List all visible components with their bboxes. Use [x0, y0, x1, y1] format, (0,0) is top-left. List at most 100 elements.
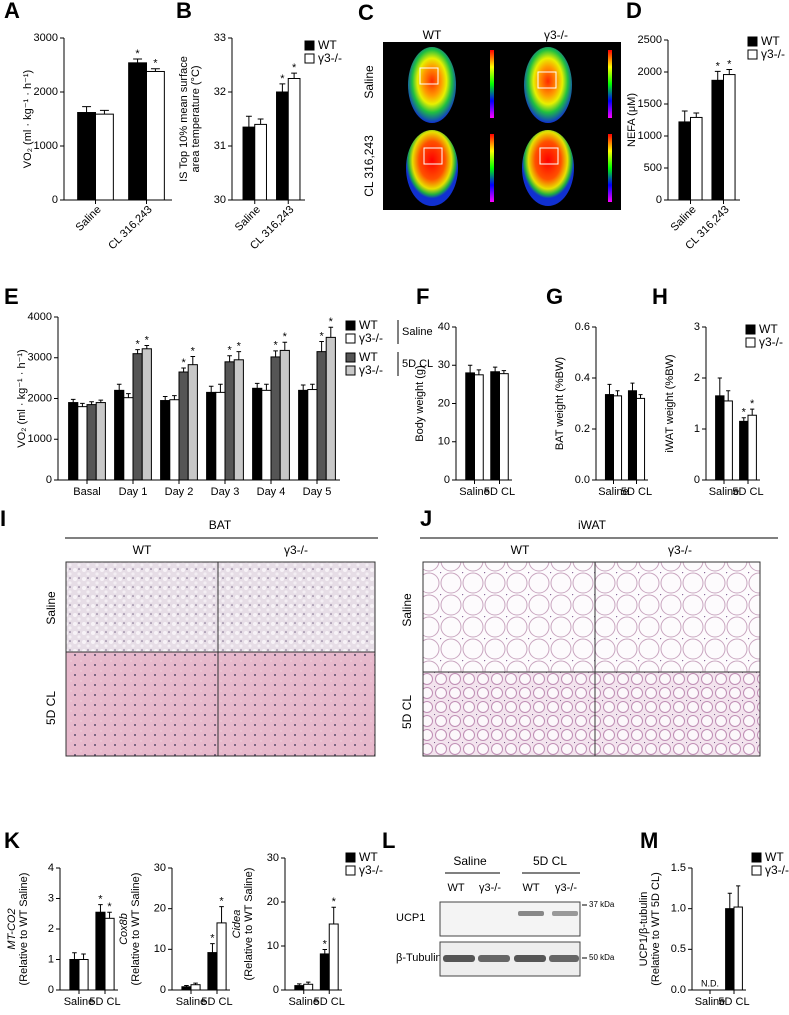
y-axis-label: (Relative to WT Saline) [243, 868, 255, 981]
y-tick-label: 4 [48, 862, 54, 874]
bar [613, 395, 623, 481]
legend-label: WT [359, 318, 378, 332]
bar [132, 353, 143, 481]
error-bar [322, 949, 328, 954]
row-label: Saline [44, 591, 58, 625]
y-tick-label: 40 [438, 321, 450, 333]
error-bar [476, 369, 482, 375]
error-bar [750, 408, 755, 416]
histology-image [422, 561, 761, 757]
y-tick-label: 30 [214, 194, 226, 206]
error-bar [467, 364, 473, 373]
bar [95, 402, 106, 481]
error-bar [89, 401, 94, 405]
marker-label: 50 kDa [589, 953, 615, 962]
bar [206, 391, 217, 481]
bar [733, 906, 743, 991]
error-bar [331, 906, 336, 924]
y-tick-label: 20 [438, 397, 450, 409]
y-tick-label: 3000 [28, 352, 52, 364]
significance-mark: * [323, 938, 328, 950]
legend-group-label: Saline [402, 326, 433, 338]
x-tick-label: Saline [669, 204, 699, 234]
legend-label: WT [359, 350, 378, 364]
error-bar [257, 118, 264, 125]
significance-mark: * [219, 896, 224, 908]
x-tick-label: Saline [64, 996, 95, 1008]
histology-title: iWAT [578, 518, 607, 532]
error-bar [218, 383, 223, 393]
bar [187, 364, 198, 481]
y-axis-label: (Relative to WT 5D CL) [650, 872, 662, 986]
error-bar [98, 399, 104, 403]
group-label: Saline [453, 854, 487, 868]
error-bar [727, 892, 732, 909]
bar [77, 406, 88, 481]
bar [233, 359, 244, 481]
error-bar [741, 417, 746, 422]
x-tick-label: Saline [176, 996, 207, 1008]
error-bar [172, 395, 177, 400]
legend-swatch [745, 324, 756, 335]
panel-letter: C [358, 0, 374, 25]
y-tick-label: 3000 [34, 32, 58, 44]
y-tick-label: 33 [214, 32, 226, 44]
y-tick-label: 1000 [28, 433, 52, 445]
error-bar [133, 58, 143, 63]
error-bar [736, 885, 741, 908]
error-bar [210, 943, 215, 953]
bar [270, 356, 281, 481]
y-axis-label: iWAT weight (%BW) [664, 354, 676, 452]
error-bar [254, 382, 260, 389]
panel-letter: I [0, 506, 6, 531]
bar [325, 336, 336, 481]
error-bar [328, 326, 334, 338]
error-bar [99, 109, 109, 115]
bar [725, 908, 735, 991]
error-bar [492, 366, 498, 372]
legend-swatch [345, 865, 356, 876]
blot-row-label: β-Tubulin [396, 952, 442, 964]
y-axis-label: area temperature (°C) [190, 65, 202, 172]
y-tick-label: 0.6 [575, 321, 590, 333]
y-axis-label: BAT weight (%BW) [554, 357, 566, 450]
legend-group-label: 5D CL [402, 358, 433, 370]
bar [123, 397, 134, 481]
x-tick-label: Saline [74, 204, 104, 234]
row-label: Saline [400, 593, 414, 627]
histology-title: BAT [209, 518, 232, 532]
legend-swatch [345, 320, 356, 331]
bar [69, 959, 80, 991]
bar [690, 116, 703, 201]
error-bar [80, 402, 85, 407]
bar [169, 399, 180, 481]
y-tick-label: 1 [694, 423, 700, 435]
error-bar [116, 383, 122, 391]
column-label: WT [133, 543, 152, 557]
bar [141, 348, 152, 481]
bar [678, 121, 692, 201]
error-bar [82, 106, 92, 113]
y-tick-label: 2000 [28, 392, 52, 404]
bar [747, 414, 757, 481]
error-bar [726, 390, 731, 401]
bar [627, 390, 638, 481]
bar [465, 372, 475, 481]
bar [216, 922, 227, 991]
lane-label: γ3-/- [479, 882, 501, 894]
significance-mark: * [227, 345, 232, 357]
x-tick-label: Day 4 [257, 486, 286, 498]
error-bar [70, 398, 76, 403]
marker-label: 37 kDa [589, 900, 615, 909]
significance-mark: * [742, 407, 747, 419]
lane-label: γ3-/- [555, 882, 577, 894]
error-bar [310, 383, 315, 390]
x-tick-label: 5D CL [732, 486, 763, 498]
bar [146, 70, 165, 201]
y-tick-label: 20 [267, 896, 279, 908]
y-tick-label: 0 [273, 984, 279, 996]
row-label: CL 316,243 [362, 135, 376, 197]
legend-swatch [345, 365, 356, 376]
y-tick-label: 3 [694, 321, 700, 333]
bar [128, 62, 147, 201]
